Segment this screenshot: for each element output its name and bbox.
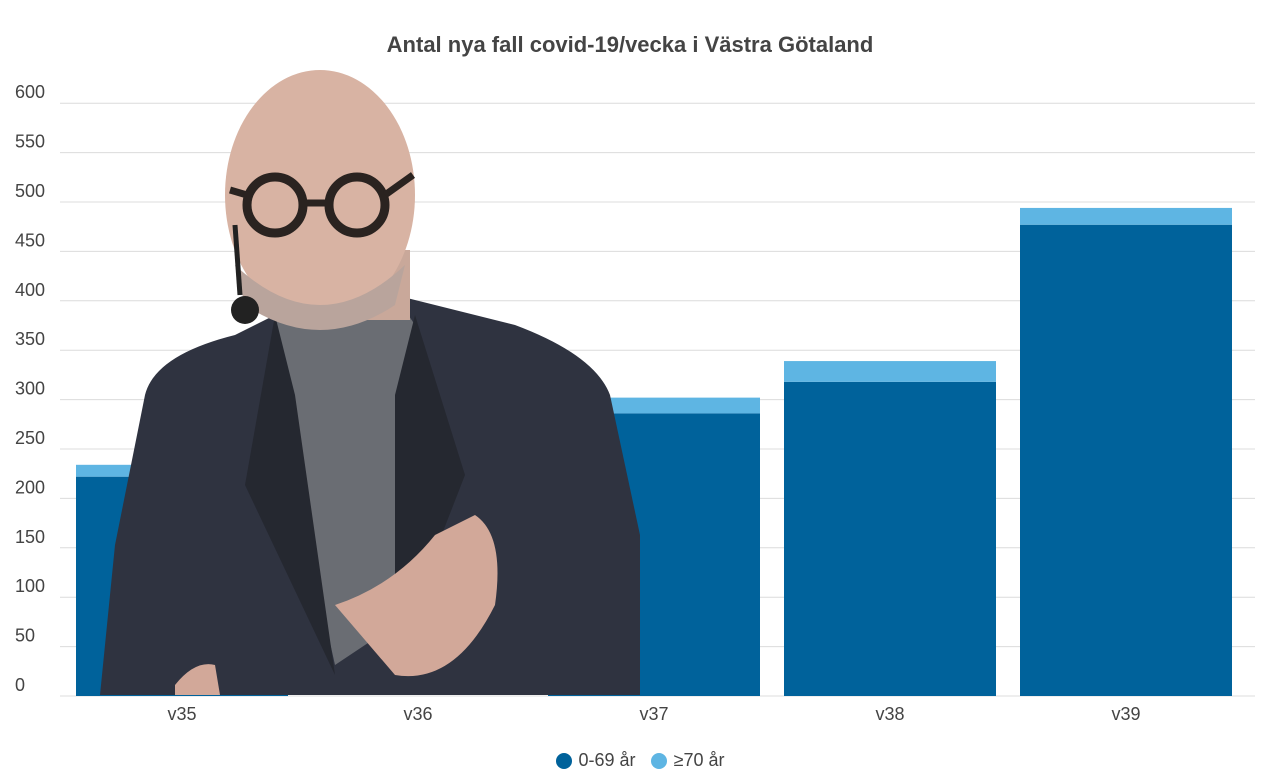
y-tick-label: 500 bbox=[15, 181, 45, 201]
legend-item-70-plus[interactable]: ≥70 år bbox=[650, 750, 725, 771]
presenter-photo bbox=[100, 70, 640, 695]
legend: 0-69 år ≥70 år bbox=[0, 750, 1280, 774]
bar-v39-series-1 bbox=[1020, 207, 1232, 225]
y-tick-label: 150 bbox=[15, 527, 45, 547]
legend-swatch bbox=[555, 752, 572, 769]
y-tick-label: 450 bbox=[15, 230, 45, 250]
y-tick-label: 0 bbox=[15, 675, 25, 695]
bar-v38-series-1 bbox=[784, 361, 996, 382]
y-tick-label: 400 bbox=[15, 280, 45, 300]
bar-v39-series-0 bbox=[1020, 224, 1232, 696]
y-axis: 0 50 100 150 200 250 300 350 400 450 500 550 600 bbox=[15, 82, 45, 695]
y-tick-label: 600 bbox=[15, 82, 45, 102]
x-tick-label: v36 bbox=[403, 704, 432, 724]
legend-label: 0-69 år bbox=[578, 750, 636, 770]
x-tick-label: v39 bbox=[1111, 704, 1140, 724]
legend-item-0-69[interactable]: 0-69 år bbox=[555, 750, 636, 771]
y-tick-label: 300 bbox=[15, 379, 45, 399]
bar-v38-series-0 bbox=[784, 381, 996, 696]
y-tick-label: 100 bbox=[15, 576, 45, 596]
y-tick-label: 550 bbox=[15, 132, 45, 152]
chart-title: Antal nya fall covid-19/vecka i Västra G… bbox=[387, 32, 874, 57]
legend-swatch bbox=[650, 752, 667, 769]
y-tick-label: 200 bbox=[15, 477, 45, 497]
y-tick-label: 350 bbox=[15, 329, 45, 349]
x-tick-label: v35 bbox=[167, 704, 196, 724]
x-axis: v35 v36 v37 v38 v39 bbox=[167, 704, 1140, 724]
y-tick-label: 250 bbox=[15, 428, 45, 448]
x-tick-label: v37 bbox=[639, 704, 668, 724]
y-tick-label: 50 bbox=[15, 626, 35, 646]
legend-label: ≥70 år bbox=[673, 750, 725, 770]
x-tick-label: v38 bbox=[875, 704, 904, 724]
